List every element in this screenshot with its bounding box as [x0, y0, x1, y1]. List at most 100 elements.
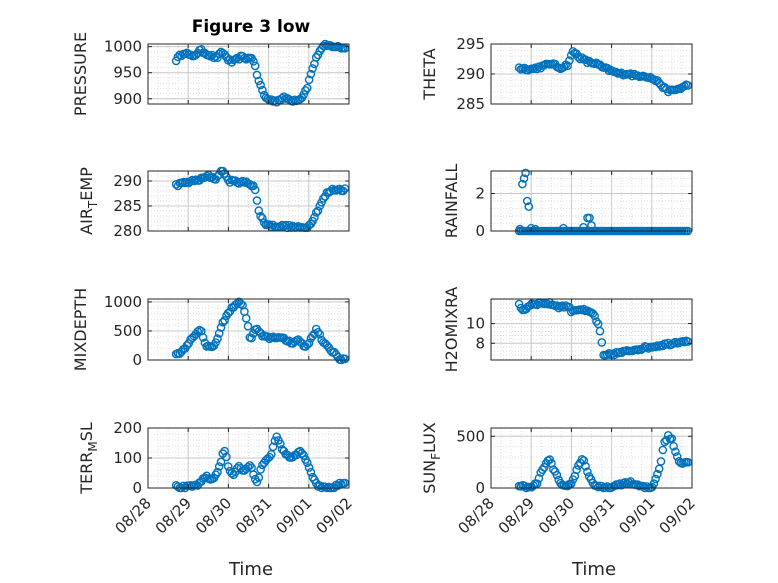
subplot-rainfall: 0 2 RAINFALL	[442, 164, 693, 240]
y-tick-label: 0	[475, 479, 485, 497]
data-point	[658, 445, 668, 455]
data-point	[258, 85, 267, 95]
y-tick-label: 280	[113, 222, 142, 240]
data-point	[572, 465, 581, 475]
data-point	[218, 317, 228, 327]
data-point	[223, 462, 233, 471]
data-point	[515, 224, 525, 234]
data-point	[552, 470, 562, 480]
data-point	[595, 326, 605, 336]
subplot-pressure: 900 950 1000 PRESSURE	[71, 32, 350, 116]
data-point	[220, 446, 229, 456]
data-point	[611, 67, 621, 77]
data-point	[651, 474, 660, 484]
data-point	[216, 457, 226, 467]
data-point	[338, 186, 348, 196]
data-point	[216, 323, 226, 332]
data-point	[302, 340, 312, 349]
data-point	[563, 61, 572, 71]
y-tick-label: 8	[475, 334, 485, 352]
data-point	[302, 458, 312, 468]
y-tick-label: 1000	[104, 38, 142, 56]
data-point	[249, 57, 258, 66]
data-point	[249, 181, 258, 191]
data-point	[581, 461, 590, 471]
data-point	[559, 223, 568, 233]
data-point	[565, 56, 574, 65]
axes-box	[490, 298, 693, 361]
data-point	[680, 337, 689, 347]
data-point	[304, 338, 314, 348]
data-point	[669, 441, 678, 451]
data-point	[534, 473, 544, 483]
data-point	[579, 456, 589, 465]
y-axis-label: PRESSURE	[71, 32, 90, 116]
data-point	[518, 179, 527, 189]
data-point	[653, 469, 662, 479]
data-point	[222, 452, 231, 462]
y-tick-label: 0	[132, 479, 142, 497]
y-tick-label: 200	[113, 419, 142, 437]
data-point	[522, 196, 532, 206]
y-axis-label: RAINFALL	[442, 164, 461, 239]
data-point	[311, 208, 321, 217]
x-axis-label-left: Time	[228, 559, 273, 580]
data-point	[250, 61, 260, 71]
data-point	[254, 206, 264, 215]
data-point	[297, 448, 307, 458]
data-point	[335, 478, 344, 488]
data-point	[265, 220, 274, 229]
y-tick-label: 290	[456, 65, 485, 83]
data-point	[243, 321, 253, 331]
y-tick-label: 900	[113, 90, 142, 108]
data-point	[301, 86, 310, 95]
data-point	[268, 442, 278, 452]
y-tick-label: 295	[456, 35, 485, 53]
axes-box	[147, 298, 350, 361]
data-point	[587, 221, 596, 230]
figure-title: Figure 3 low	[192, 17, 311, 37]
data-point	[319, 194, 328, 203]
data-point	[220, 316, 229, 325]
axes-box	[147, 170, 350, 232]
y-axis-label: H2OMIXRA	[442, 287, 461, 373]
axes-box	[490, 427, 693, 489]
y-tick-label: 500	[113, 322, 142, 340]
data-point	[672, 452, 682, 461]
data-point	[585, 213, 594, 223]
data-point	[195, 325, 204, 335]
axes-box	[490, 170, 693, 232]
data-point	[313, 206, 323, 216]
data-point	[649, 479, 659, 488]
y-axis-label: THETA	[420, 48, 439, 100]
data-point	[232, 299, 242, 308]
data-point	[256, 465, 265, 474]
y-tick-label: 0	[475, 222, 485, 240]
y-axis-label: AIRTEMP	[77, 167, 100, 235]
data-point	[213, 334, 222, 343]
data-point	[574, 52, 583, 62]
data-point	[189, 176, 199, 186]
data-point	[193, 327, 202, 336]
data-point	[656, 457, 666, 466]
data-point	[526, 223, 536, 233]
data-point	[258, 213, 267, 223]
y-tick-label: 950	[113, 64, 142, 82]
y-tick-label: 290	[113, 172, 142, 190]
data-point	[540, 462, 549, 472]
data-point	[275, 439, 285, 449]
data-point	[238, 176, 247, 186]
data-point	[304, 463, 314, 472]
data-point	[313, 327, 323, 337]
data-point	[213, 467, 222, 477]
data-point	[592, 317, 601, 326]
y-tick-label: 0	[132, 351, 142, 369]
y-axis-label: SUNFLUX	[420, 422, 443, 494]
y-tick-label: 285	[456, 95, 485, 113]
y-tick-label: 285	[113, 197, 142, 215]
data-point	[256, 211, 265, 221]
subplot-h2omixra: 810 H2OMIXRA	[442, 287, 693, 373]
data-point	[299, 90, 309, 99]
data-point	[247, 333, 256, 343]
data-point	[241, 313, 251, 323]
